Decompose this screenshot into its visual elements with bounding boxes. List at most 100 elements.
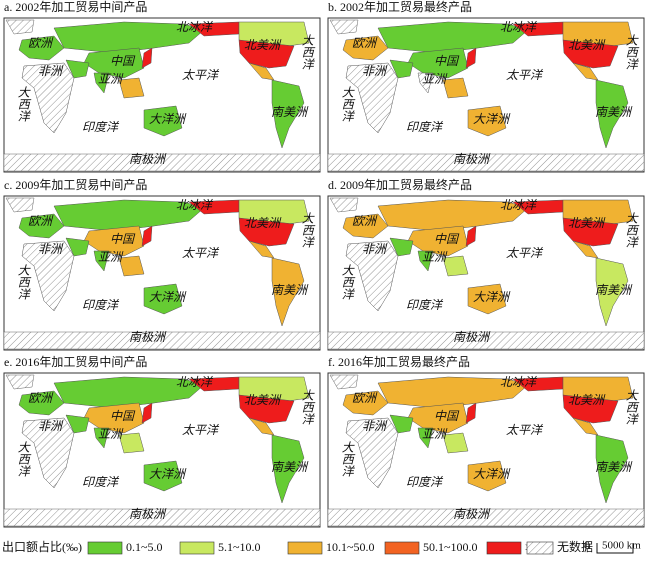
- place-label: 大西洋: [15, 441, 30, 477]
- africa: [21, 417, 75, 489]
- japan: [141, 402, 153, 424]
- russia: [53, 199, 205, 232]
- middle-east: [65, 237, 90, 257]
- se-asia: [442, 255, 469, 277]
- place-label: 亚洲: [98, 250, 124, 264]
- australia: [143, 283, 183, 315]
- place-label: 大西洋: [15, 264, 30, 300]
- place-label: 北美洲: [568, 393, 606, 407]
- place-label: 印度洋: [406, 298, 444, 312]
- greenland: [5, 19, 35, 35]
- place-label: 亚洲: [422, 250, 448, 264]
- japan: [465, 47, 477, 69]
- place-label: 非洲: [362, 419, 388, 433]
- place-label: 北冰洋: [176, 198, 214, 212]
- place-label: 北美洲: [244, 38, 282, 52]
- place-label: 亚洲: [422, 72, 448, 86]
- place-label: 欧洲: [28, 214, 54, 228]
- place-label: 大西洋: [623, 389, 638, 425]
- place-label: 南极洲: [453, 330, 491, 344]
- place-label: 南极洲: [453, 507, 491, 521]
- mexico: [572, 62, 599, 81]
- south-america: [595, 79, 629, 149]
- usa: [562, 394, 619, 424]
- se-asia: [118, 77, 145, 99]
- place-label: 大西洋: [299, 389, 314, 425]
- place-label: 北冰洋: [500, 375, 538, 389]
- usa: [562, 39, 619, 69]
- india: [93, 427, 110, 449]
- antarctica: [3, 153, 321, 172]
- legend-swatch: [486, 541, 522, 555]
- place-label: 印度洋: [82, 475, 120, 489]
- antarctica: [327, 153, 645, 172]
- place-label: 亚洲: [422, 427, 448, 441]
- place-label: 大洋洲: [149, 290, 187, 304]
- mexico: [248, 417, 275, 436]
- place-label: 非洲: [362, 64, 388, 78]
- mexico: [572, 417, 599, 436]
- place-label: 南极洲: [129, 507, 167, 521]
- place-label: 非洲: [38, 242, 64, 256]
- place-label: 大西洋: [15, 86, 30, 122]
- mexico: [572, 240, 599, 259]
- panel-title: d. 2009年加工贸易最终产品: [328, 177, 472, 192]
- place-label: 太平洋: [182, 423, 220, 437]
- south-america: [595, 434, 629, 504]
- middle-east: [65, 414, 90, 434]
- legend-swatch: [287, 541, 323, 555]
- place-label: 北美洲: [568, 38, 606, 52]
- russia: [53, 21, 205, 54]
- greenland: [329, 374, 359, 390]
- antarctica: [3, 508, 321, 527]
- japan: [465, 225, 477, 247]
- mexico: [248, 62, 275, 81]
- australia: [467, 460, 507, 492]
- panel-title: a. 2002年加工贸易中间产品: [4, 0, 147, 14]
- place-label: 亚洲: [98, 72, 124, 86]
- legend-label: 0.1~5.0: [126, 540, 163, 554]
- place-label: 太平洋: [506, 246, 544, 260]
- antarctica: [327, 331, 645, 350]
- europe: [18, 35, 65, 61]
- africa: [345, 417, 399, 489]
- middle-east: [65, 59, 90, 79]
- se-asia: [118, 432, 145, 454]
- place-label: 南美洲: [271, 283, 309, 297]
- australia: [143, 105, 183, 137]
- south-america: [271, 434, 305, 504]
- place-label: 印度洋: [82, 120, 120, 134]
- place-label: 欧洲: [352, 391, 378, 405]
- place-label: 大西洋: [623, 212, 638, 248]
- india: [93, 72, 110, 94]
- australia: [467, 283, 507, 315]
- place-label: 欧洲: [28, 391, 54, 405]
- russia: [377, 376, 529, 409]
- place-label: 大洋洲: [473, 290, 511, 304]
- australia: [143, 460, 183, 492]
- europe: [18, 213, 65, 239]
- india: [417, 427, 434, 449]
- place-label: 大西洋: [623, 34, 638, 70]
- place-label: 非洲: [38, 419, 64, 433]
- place-label: 非洲: [38, 64, 64, 78]
- africa: [21, 240, 75, 312]
- greenland: [329, 19, 359, 35]
- place-label: 大西洋: [299, 34, 314, 70]
- place-label: 大洋洲: [149, 112, 187, 126]
- place-label: 非洲: [362, 242, 388, 256]
- place-label: 中国: [434, 54, 460, 68]
- europe: [342, 390, 389, 416]
- place-label: 太平洋: [182, 68, 220, 82]
- africa: [345, 240, 399, 312]
- place-label: 南美洲: [595, 105, 633, 119]
- place-label: 北冰洋: [176, 20, 214, 34]
- place-label: 欧洲: [352, 36, 378, 50]
- antarctica: [3, 331, 321, 350]
- south-america: [595, 257, 629, 327]
- europe: [18, 390, 65, 416]
